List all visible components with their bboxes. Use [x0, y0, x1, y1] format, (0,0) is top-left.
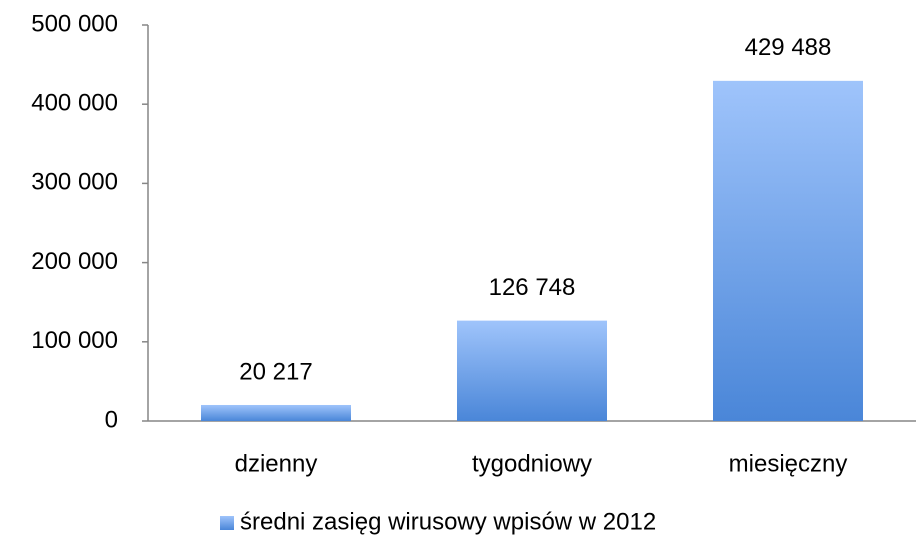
y-tick-label: 300 000: [31, 169, 118, 196]
bar: [457, 320, 607, 421]
data-label: 20 217: [239, 358, 312, 385]
y-tick-label: 100 000: [31, 327, 118, 354]
y-tick-label: 0: [105, 406, 118, 433]
bar: [201, 404, 351, 421]
legend-label: średni zasięg wirusowy wpisów w 2012: [240, 508, 656, 535]
y-tick-label: 500 000: [31, 10, 118, 37]
data-label: 126 748: [489, 274, 576, 301]
data-label: 429 488: [745, 34, 832, 61]
y-tick-label: 400 000: [31, 90, 118, 117]
x-tick-label: dzienny: [235, 450, 318, 477]
x-tick-label: miesięczny: [729, 450, 848, 477]
bar: [713, 80, 863, 421]
x-tick-label: tygodniowy: [472, 450, 592, 477]
y-tick-label: 200 000: [31, 248, 118, 275]
legend-swatch: [220, 516, 234, 530]
